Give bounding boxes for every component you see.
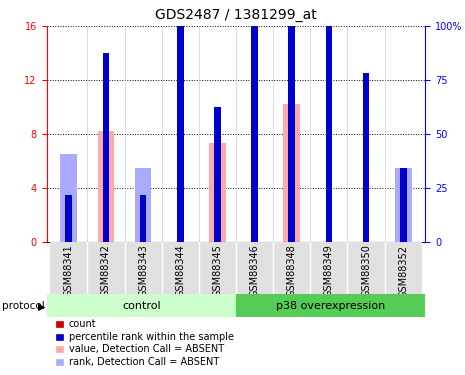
Text: value, Detection Call = ABSENT: value, Detection Call = ABSENT: [69, 344, 224, 354]
Text: GSM88346: GSM88346: [250, 244, 259, 297]
Bar: [140, 239, 146, 242]
Bar: [135, 168, 152, 242]
Text: GSM88350: GSM88350: [361, 244, 371, 297]
Bar: [385, 242, 422, 294]
Bar: [400, 168, 406, 242]
Text: GSM88344: GSM88344: [175, 244, 185, 297]
Bar: [103, 53, 109, 242]
Bar: [98, 131, 114, 242]
Bar: [236, 242, 273, 294]
Text: GSM88349: GSM88349: [324, 244, 334, 297]
Bar: [199, 242, 236, 294]
Bar: [395, 168, 412, 242]
Bar: [66, 195, 72, 242]
Text: GSM88341: GSM88341: [64, 244, 74, 297]
Bar: [251, 13, 258, 242]
Bar: [177, 60, 184, 242]
Text: GSM88348: GSM88348: [287, 244, 297, 297]
Bar: [135, 208, 152, 242]
Bar: [214, 107, 221, 242]
Bar: [177, 0, 184, 242]
Text: GSM88352: GSM88352: [398, 244, 408, 297]
Bar: [363, 74, 369, 242]
Text: percentile rank within the sample: percentile rank within the sample: [69, 332, 234, 342]
Bar: [209, 144, 226, 242]
Bar: [288, 13, 295, 242]
Bar: [140, 195, 146, 242]
Text: count: count: [69, 320, 96, 329]
Text: control: control: [122, 301, 160, 310]
Bar: [50, 242, 87, 294]
Title: GDS2487 / 1381299_at: GDS2487 / 1381299_at: [155, 9, 317, 22]
Text: ▶: ▶: [38, 302, 46, 311]
Text: p38 overexpression: p38 overexpression: [276, 301, 385, 310]
Bar: [283, 104, 300, 242]
Bar: [162, 242, 199, 294]
Text: GSM88342: GSM88342: [101, 244, 111, 297]
Bar: [60, 204, 77, 242]
Bar: [66, 239, 72, 242]
Bar: [236, 294, 425, 317]
Text: rank, Detection Call = ABSENT: rank, Detection Call = ABSENT: [69, 357, 219, 366]
Bar: [60, 154, 77, 242]
Bar: [125, 242, 162, 294]
Bar: [347, 242, 385, 294]
Text: protocol: protocol: [2, 302, 45, 311]
Bar: [87, 242, 125, 294]
Bar: [251, 133, 258, 242]
Bar: [363, 121, 369, 242]
Bar: [46, 294, 236, 317]
Bar: [273, 242, 310, 294]
Bar: [326, 74, 332, 242]
Bar: [310, 242, 347, 294]
Text: GSM88343: GSM88343: [138, 244, 148, 297]
Bar: [326, 0, 332, 242]
Bar: [395, 199, 412, 242]
Text: GSM88345: GSM88345: [213, 244, 222, 297]
